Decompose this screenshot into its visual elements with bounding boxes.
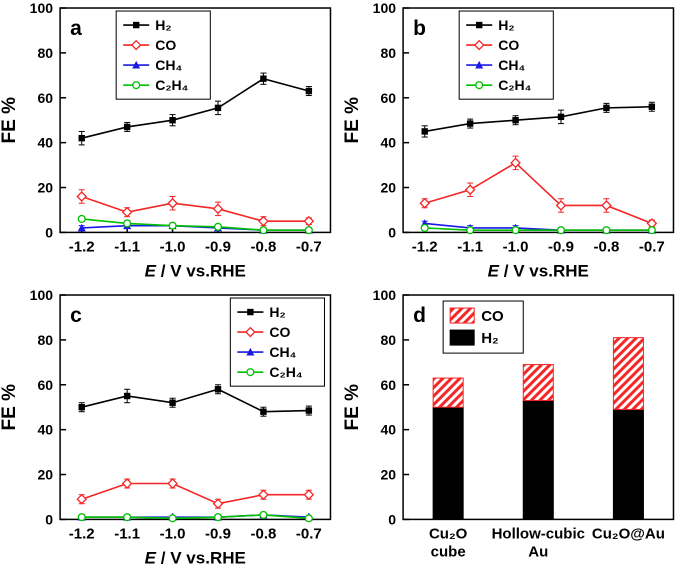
svg-text:CO: CO [481, 308, 504, 325]
panel-c-chart: 0 20 40 60 80 100 FE % c -1.2 -1.1 -1.0 -0.9 -0.8 -0.… [0, 287, 332, 567]
svg-text:H₂: H₂ [481, 330, 499, 347]
svg-text:-1.1: -1.1 [457, 238, 483, 255]
svg-text:H₂: H₂ [269, 304, 285, 320]
svg-text:-0.7: -0.7 [638, 238, 664, 255]
svg-text:CH₄: CH₄ [155, 57, 182, 73]
svg-text:-0.8: -0.8 [250, 525, 276, 542]
svg-text:80: 80 [37, 331, 53, 347]
svg-text:60: 60 [37, 90, 53, 106]
svg-text:E / V vs.RHE: E / V vs.RHE [145, 548, 246, 567]
svg-text:d: d [413, 304, 426, 327]
svg-text:20: 20 [380, 466, 396, 482]
svg-text:60: 60 [37, 376, 53, 392]
panel-a: 0 20 40 60 80 100 FE % a -1.2 -1.1 -1.0 -0.9 -0.8 -0.… [0, 0, 343, 287]
svg-text:C₂H₄: C₂H₄ [155, 77, 188, 93]
svg-text:-1.1: -1.1 [114, 525, 140, 542]
svg-text:Cu₂O@Au: Cu₂O@Au [591, 525, 664, 542]
svg-text:20: 20 [380, 180, 396, 196]
svg-text:100: 100 [30, 0, 54, 16]
svg-text:40: 40 [37, 421, 53, 437]
svg-text:-0.9: -0.9 [205, 238, 231, 255]
svg-text:Cu₂O: Cu₂O [428, 525, 467, 542]
svg-text:C₂H₄: C₂H₄ [269, 364, 302, 380]
svg-text:FE %: FE % [343, 97, 363, 144]
panel-c: 0 20 40 60 80 100 FE % c -1.2 -1.1 -1.0 -0.9 -0.8 -0.… [0, 287, 343, 573]
svg-text:E / V vs.RHE: E / V vs.RHE [487, 261, 588, 280]
panel-b: 0 20 40 60 80 100 FE % b -1.2 -1.1 -1.0 -0.9 -0.8 -0.… [343, 0, 685, 287]
svg-text:FE %: FE % [343, 383, 363, 430]
svg-text:E / V vs.RHE: E / V vs.RHE [145, 261, 246, 280]
svg-text:-0.7: -0.7 [296, 238, 322, 255]
svg-text:80: 80 [37, 45, 53, 61]
svg-text:H₂: H₂ [498, 17, 514, 33]
svg-text:CO: CO [269, 324, 290, 340]
svg-text:H₂: H₂ [155, 17, 171, 33]
panel-a-chart: 0 20 40 60 80 100 FE % a -1.2 -1.1 -1.0 -0.9 -0.8 -0.… [0, 0, 332, 280]
svg-text:Hollow-cubic: Hollow-cubic [491, 525, 584, 542]
svg-text:20: 20 [37, 180, 53, 196]
svg-text:-1.0: -1.0 [160, 525, 186, 542]
svg-text:Au: Au [528, 543, 548, 560]
svg-text:C₂H₄: C₂H₄ [498, 77, 531, 93]
svg-text:-0.9: -0.9 [548, 238, 574, 255]
svg-text:-0.8: -0.8 [250, 238, 276, 255]
svg-text:0: 0 [388, 224, 396, 240]
svg-text:c: c [70, 304, 82, 327]
svg-text:-0.8: -0.8 [593, 238, 619, 255]
svg-text:cube: cube [430, 543, 465, 560]
svg-text:CH₄: CH₄ [498, 57, 525, 73]
svg-text:100: 100 [372, 287, 396, 303]
svg-text:FE %: FE % [0, 383, 20, 430]
svg-text:20: 20 [37, 466, 53, 482]
svg-text:-1.1: -1.1 [114, 238, 140, 255]
svg-text:CO: CO [498, 37, 519, 53]
svg-text:0: 0 [45, 511, 53, 527]
svg-text:60: 60 [380, 90, 396, 106]
svg-text:-1.2: -1.2 [69, 238, 95, 255]
svg-text:CO: CO [155, 37, 176, 53]
svg-text:80: 80 [380, 45, 396, 61]
svg-text:-0.9: -0.9 [205, 525, 231, 542]
svg-text:40: 40 [380, 421, 396, 437]
panel-b-chart: 0 20 40 60 80 100 FE % b -1.2 -1.1 -1.0 -0.9 -0.8 -0.… [343, 0, 674, 280]
svg-text:100: 100 [30, 287, 54, 303]
svg-text:40: 40 [380, 135, 396, 151]
svg-text:b: b [413, 17, 426, 40]
svg-text:0: 0 [388, 511, 396, 527]
svg-text:40: 40 [37, 135, 53, 151]
svg-text:a: a [70, 17, 82, 40]
svg-text:-1.2: -1.2 [69, 525, 95, 542]
svg-text:0: 0 [45, 224, 53, 240]
svg-text:80: 80 [380, 331, 396, 347]
svg-text:100: 100 [372, 0, 396, 16]
svg-text:-1.0: -1.0 [502, 238, 528, 255]
svg-text:FE %: FE % [0, 97, 20, 144]
svg-text:CH₄: CH₄ [269, 344, 296, 360]
svg-text:-1.0: -1.0 [160, 238, 186, 255]
svg-text:-1.2: -1.2 [411, 238, 437, 255]
svg-text:-0.7: -0.7 [296, 525, 322, 542]
svg-text:60: 60 [380, 376, 396, 392]
panel-d: 0 20 40 60 80 100 FE % d Cu₂O cube Hollow-cubic Au C… [343, 287, 685, 573]
